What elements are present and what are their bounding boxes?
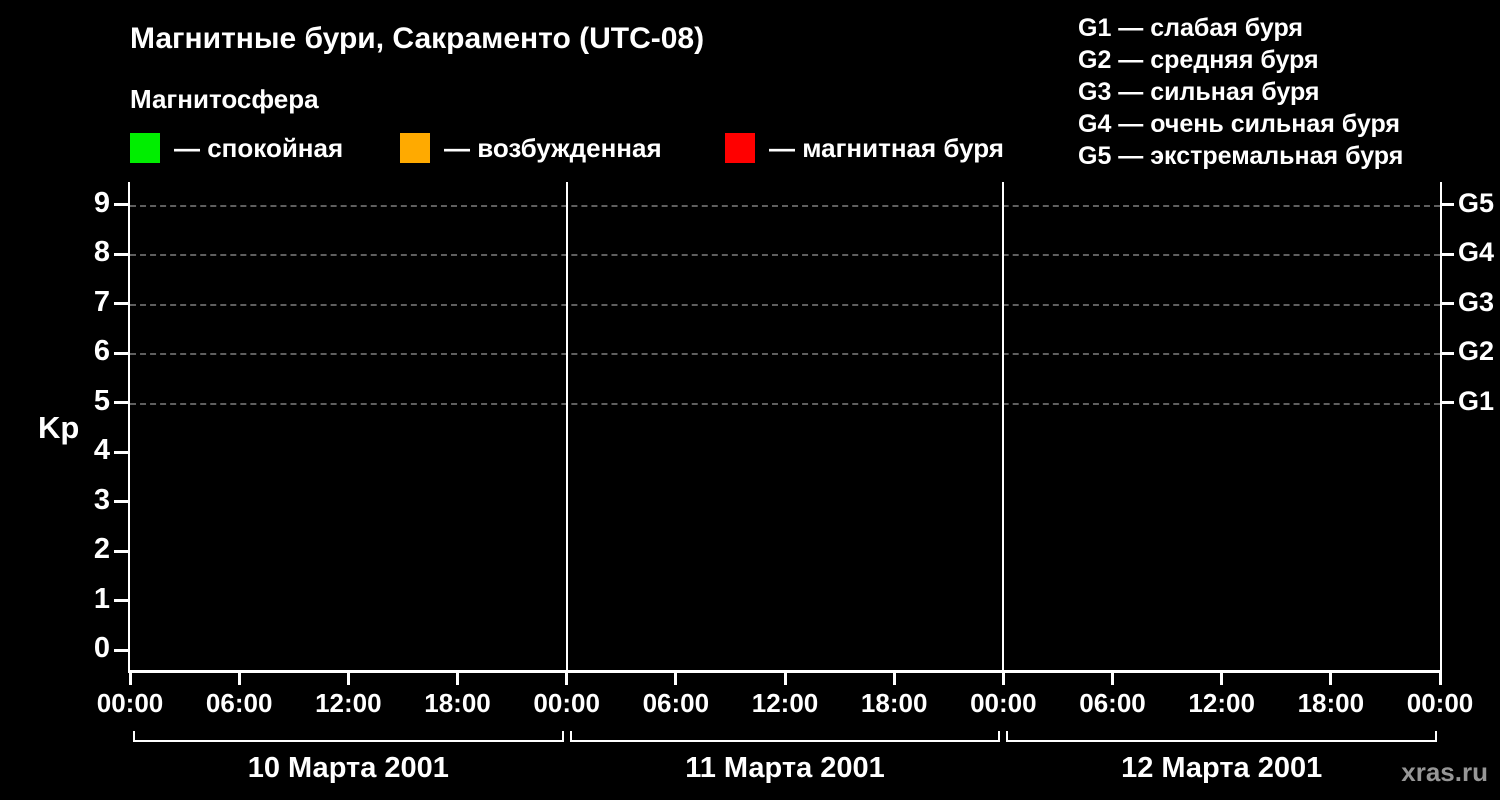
g1-legend-line: G1 — слабая буря xyxy=(1078,14,1304,42)
storm-scale-legend: G1 — слабая буря G2 — средняя буря G3 — … xyxy=(1078,12,1403,172)
y-axis-label: 7 xyxy=(93,285,110,318)
y-axis-tick xyxy=(114,351,128,355)
date-bracket xyxy=(569,740,1001,742)
kp-gridline xyxy=(130,402,1440,405)
date-label: 10 Марта 2001 xyxy=(247,752,449,784)
g4-legend-line: G4 — очень сильная буря xyxy=(1078,110,1400,138)
storm-level-label: G4 xyxy=(1458,237,1495,267)
right-axis-tick xyxy=(1440,401,1454,404)
y-axis-label: 9 xyxy=(93,186,110,219)
g3-legend-line: G3 — сильная буря xyxy=(1078,78,1320,106)
time-label: 00:00 xyxy=(1406,688,1474,718)
x-axis-tick xyxy=(237,673,241,685)
magnetosphere-label: Магнитосфера xyxy=(130,84,319,114)
y-axis-tick xyxy=(114,252,128,256)
active-label: — возбужденная xyxy=(444,133,662,163)
quiet-color-swatch xyxy=(130,133,160,163)
kp-gridline xyxy=(130,353,1440,355)
kp-gridline xyxy=(130,303,1440,306)
active-color-swatch xyxy=(400,133,430,163)
time-label: 06:00 xyxy=(642,688,710,718)
x-axis-tick xyxy=(1220,673,1224,685)
x-axis-tick xyxy=(892,673,896,685)
x-axis-tick xyxy=(674,673,678,685)
time-label: 18:00 xyxy=(1297,688,1365,718)
storm-level-label: G2 xyxy=(1458,336,1495,366)
g5-legend-line: G5 — экстремальная буря xyxy=(1078,142,1404,170)
time-label: 12:00 xyxy=(315,688,382,718)
y-axis-tick xyxy=(114,500,128,503)
storm-level-label: G1 xyxy=(1458,385,1495,416)
y-axis-label: 1 xyxy=(93,582,110,615)
y-axis-label: 2 xyxy=(93,533,110,565)
storm-level-label: G3 xyxy=(1458,286,1495,317)
storm-label: — магнитная буря xyxy=(769,133,1004,163)
y-axis-tick xyxy=(114,203,128,206)
date-label: 12 Марта 2001 xyxy=(1121,752,1323,784)
right-axis-tick xyxy=(1440,252,1454,256)
g2-legend-line: G2 — средняя буря xyxy=(1078,46,1319,74)
time-label: 18:00 xyxy=(424,688,491,718)
legend-item-storm: — магнитная буря xyxy=(725,133,1004,163)
day-separator xyxy=(1002,182,1005,670)
x-axis-tick xyxy=(565,673,569,685)
time-label: 06:00 xyxy=(1079,688,1146,718)
x-axis-tick xyxy=(1001,673,1005,685)
time-label: 00:00 xyxy=(970,688,1037,718)
y-axis-tick xyxy=(114,648,128,652)
right-axis-tick xyxy=(1440,351,1454,355)
date-bracket-cap xyxy=(569,731,572,742)
legend-item-active: — возбужденная xyxy=(400,133,662,163)
right-axis-tick xyxy=(1440,302,1454,305)
x-axis-tick xyxy=(1438,673,1442,685)
kp-gridline xyxy=(130,204,1440,207)
date-bracket-cap xyxy=(1006,731,1009,742)
x-axis-tick xyxy=(1329,673,1333,685)
y-axis-label: 3 xyxy=(93,483,110,516)
time-label: 12:00 xyxy=(751,688,819,718)
time-label: 18:00 xyxy=(860,688,928,718)
y-axis-tick xyxy=(114,450,128,454)
date-bracket-cap xyxy=(561,731,564,742)
kp-gridline xyxy=(130,254,1440,256)
storm-level-label: G5 xyxy=(1458,187,1495,218)
y-axis-label: 4 xyxy=(93,434,110,466)
date-label: 11 Марта 2001 xyxy=(685,752,885,784)
y-axis-tick xyxy=(114,599,128,602)
y-axis-tick xyxy=(114,401,128,404)
time-label: 12:00 xyxy=(1188,688,1255,718)
date-bracket xyxy=(1006,740,1437,742)
date-bracket-cap xyxy=(1435,731,1437,742)
date-bracket-cap xyxy=(998,731,1001,742)
x-axis-tick xyxy=(456,673,459,685)
storm-color-swatch xyxy=(725,133,755,163)
y-axis-label: 0 xyxy=(93,632,110,664)
y-axis-label: 6 xyxy=(93,335,110,367)
chart-title: Магнитные бури, Сакраменто (UTC-08) xyxy=(130,22,705,55)
y-axis-tick xyxy=(114,549,128,553)
watermark: xras.ru xyxy=(1401,757,1488,787)
time-label: 06:00 xyxy=(205,688,273,718)
y-axis-label: 5 xyxy=(93,384,110,417)
y-axis-title: Kp xyxy=(38,410,80,445)
day-separator xyxy=(565,182,568,670)
legend-item-quiet: — спокойная xyxy=(130,133,343,163)
time-label: 00:00 xyxy=(96,688,164,718)
y-axis-label: 8 xyxy=(93,236,110,268)
quiet-label: — спокойная xyxy=(174,133,344,163)
date-bracket xyxy=(133,740,564,742)
date-bracket-cap xyxy=(133,731,135,742)
x-axis-tick xyxy=(346,673,350,685)
x-axis-tick xyxy=(783,673,787,685)
right-axis-tick xyxy=(1440,203,1454,206)
y-axis-tick xyxy=(114,302,128,305)
x-axis-tick xyxy=(1111,673,1114,685)
kp-bar-chart xyxy=(128,182,1442,673)
x-axis-tick xyxy=(128,673,132,685)
time-label: 00:00 xyxy=(533,688,600,718)
